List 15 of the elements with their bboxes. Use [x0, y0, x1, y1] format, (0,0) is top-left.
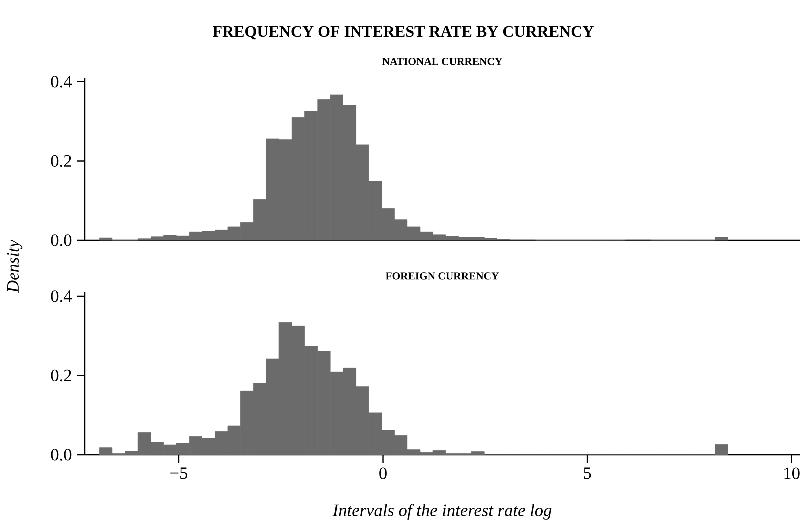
x-tick-label: −5	[170, 468, 188, 480]
y-axis-title: Density	[7, 240, 23, 294]
chart-title: FREQUENCY OF INTEREST RATE BY CURRENCY	[213, 26, 594, 40]
x-axis-title: Intervals of the interest rate log	[332, 504, 552, 520]
y-tick-label: 0.2	[51, 370, 72, 382]
chart-subtitle: FOREIGN CURRENCY	[386, 272, 500, 280]
x-tick-label: 0	[380, 468, 387, 480]
y-tick-label: 0.4	[51, 290, 72, 302]
chart-subtitle: NATIONAL CURRENCY	[382, 58, 502, 66]
y-tick-label: 0.0	[51, 234, 72, 246]
y-tick-label: 0.2	[51, 155, 72, 168]
x-tick-label: 10	[784, 468, 800, 480]
x-tick-label: 5	[584, 468, 592, 480]
y-tick-label: 0.0	[51, 449, 72, 461]
y-tick-label: 0.4	[51, 76, 72, 88]
